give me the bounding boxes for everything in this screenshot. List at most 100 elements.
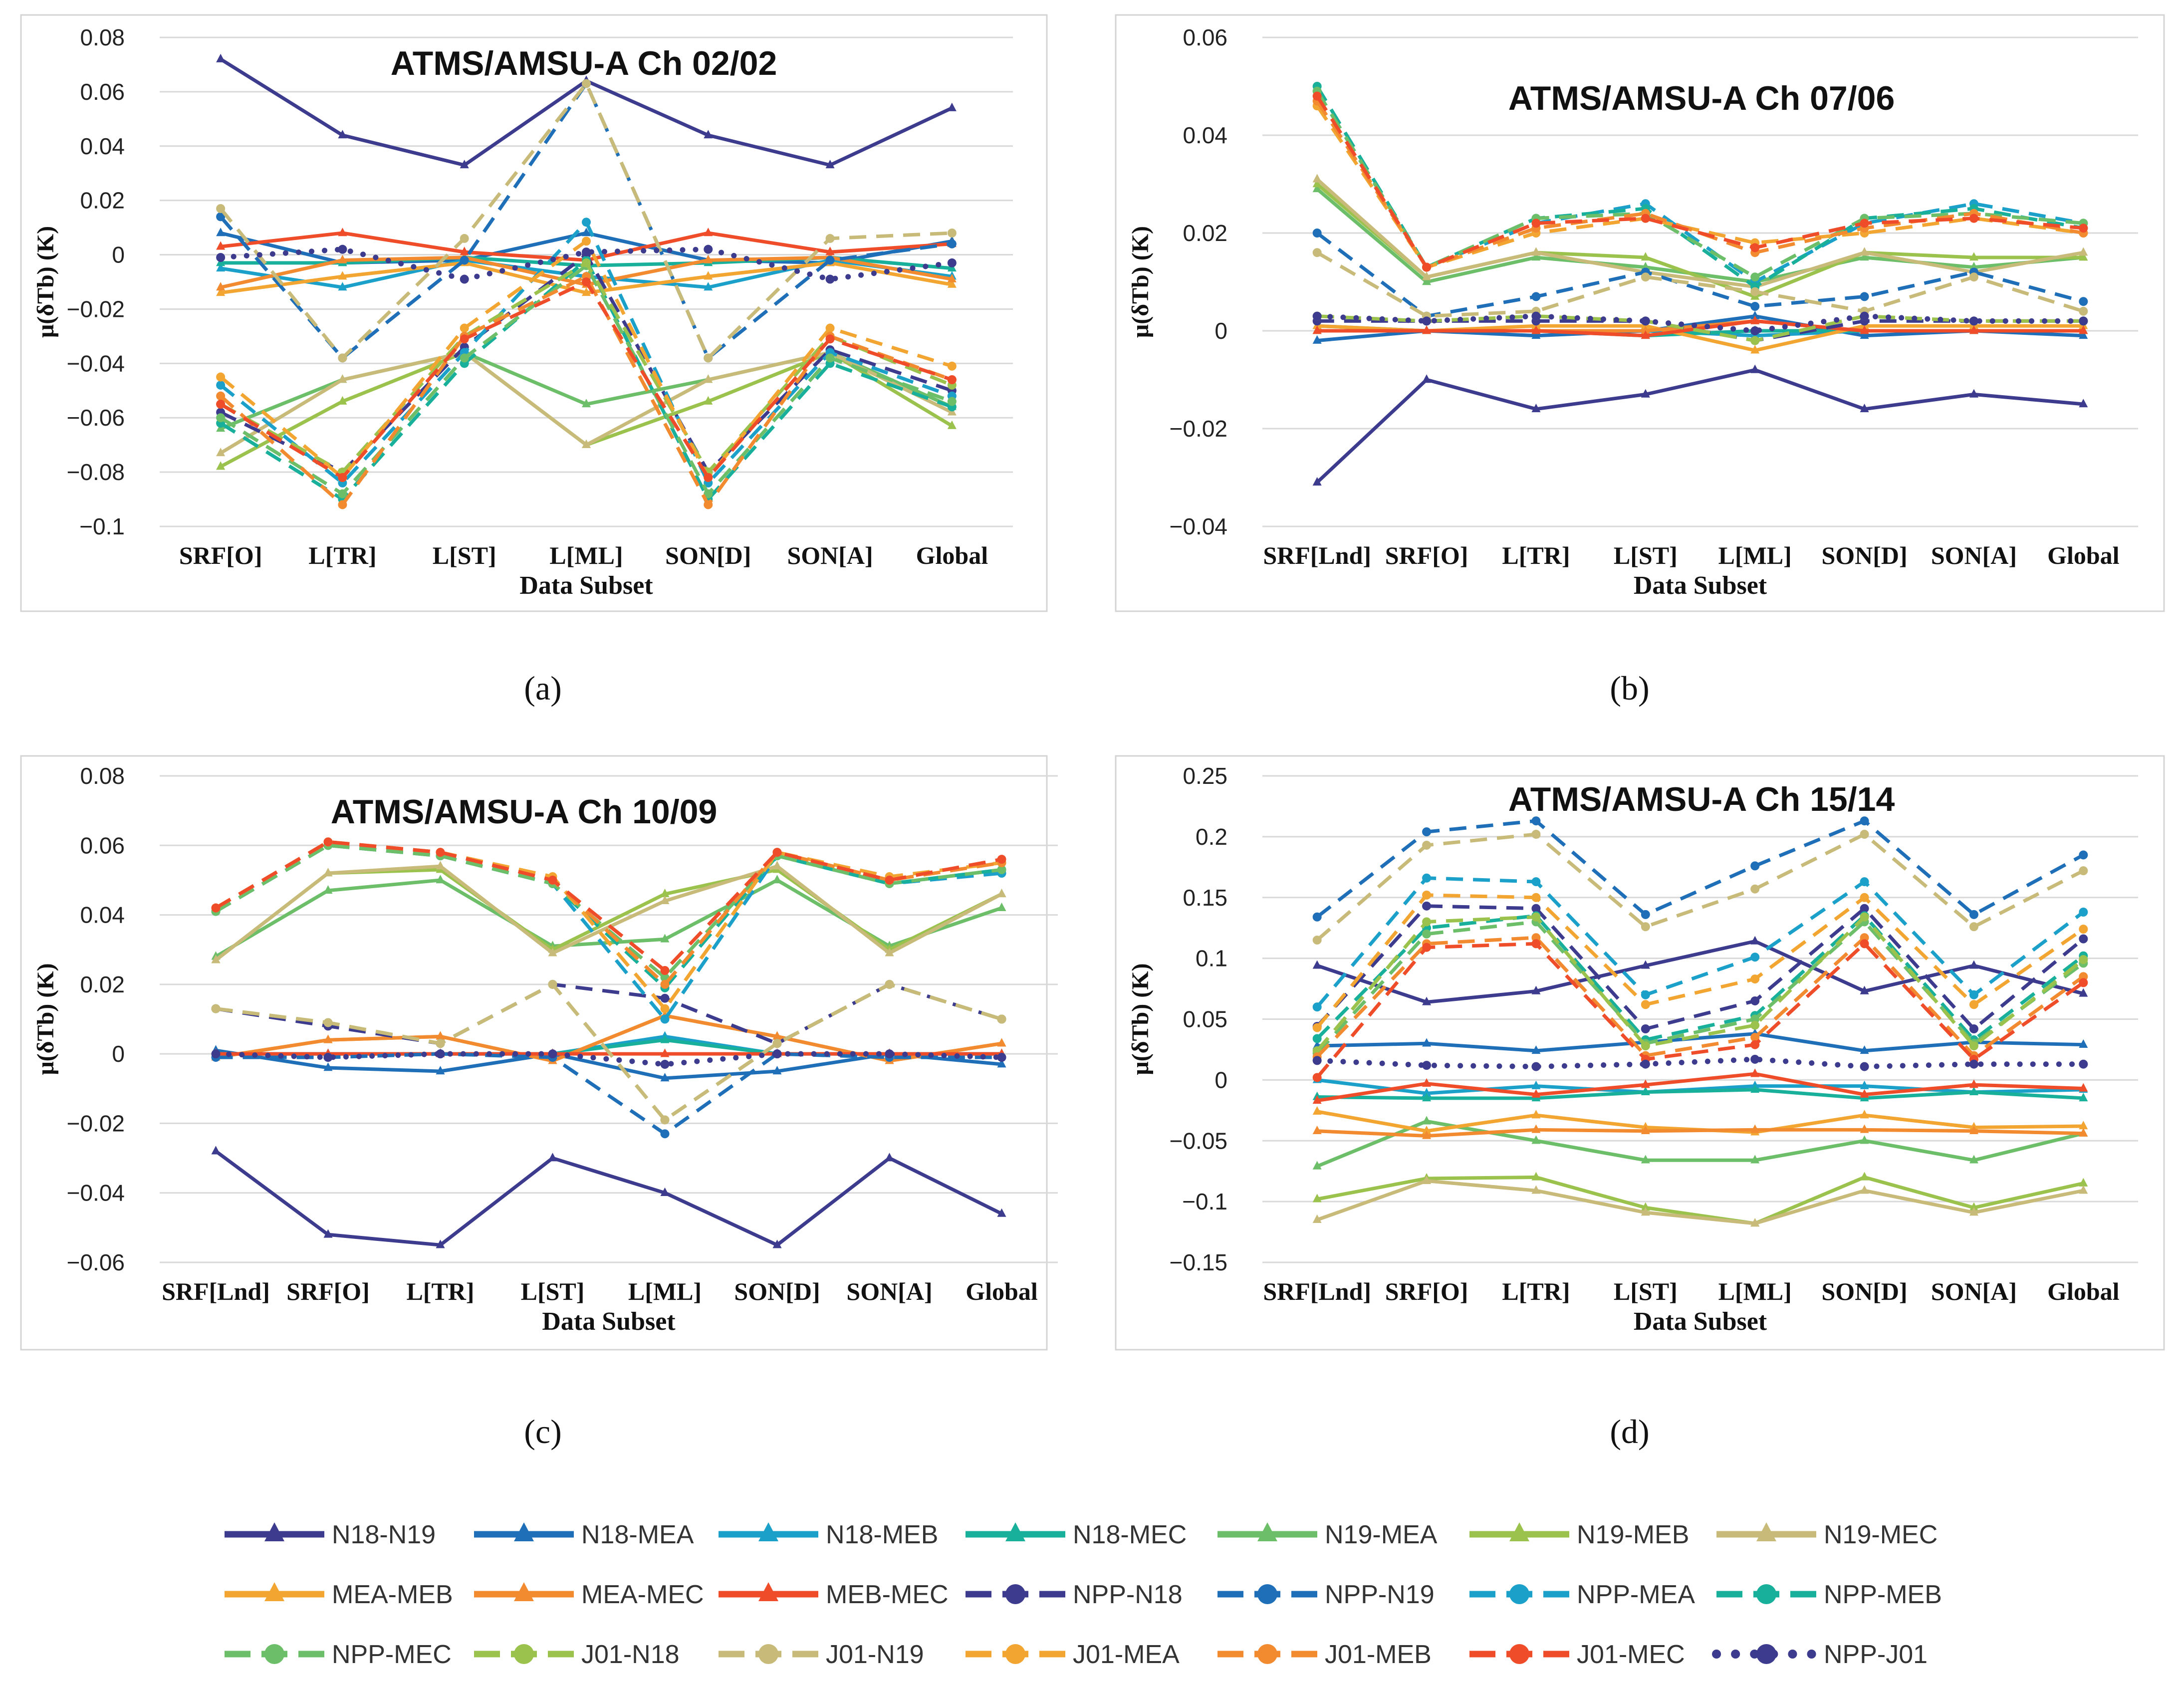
data-point xyxy=(1860,292,1869,301)
data-point xyxy=(436,861,445,870)
data-point xyxy=(211,1146,221,1155)
data-point xyxy=(772,1239,782,1248)
data-point xyxy=(947,239,957,248)
y-tick-label: 0.15 xyxy=(1183,885,1227,911)
data-point xyxy=(1641,325,1650,334)
series-npp-j01 xyxy=(211,1049,1006,1069)
data-point xyxy=(1422,1175,1432,1184)
data-point xyxy=(1860,1089,1869,1098)
data-point xyxy=(211,903,221,913)
data-point xyxy=(772,848,782,857)
legend-marker xyxy=(1509,1644,1529,1664)
x-tick-label: SON[D] xyxy=(1821,541,1907,569)
data-point xyxy=(997,1014,1006,1024)
data-point xyxy=(1422,901,1432,911)
legend-marker xyxy=(758,1522,778,1541)
legend-marker xyxy=(1257,1584,1277,1604)
legend-entry-j01-n19: J01-N19 xyxy=(719,1640,924,1669)
data-point xyxy=(704,473,713,482)
x-tick-label: SRF[O] xyxy=(179,541,262,569)
chart-frame xyxy=(1115,14,2165,612)
data-point xyxy=(1969,1059,1978,1069)
data-point xyxy=(1422,276,1432,285)
series-j01-n19 xyxy=(216,79,957,363)
data-point xyxy=(660,1014,670,1024)
data-point xyxy=(947,420,957,429)
data-point xyxy=(338,374,347,383)
y-tick-label: 0.25 xyxy=(1183,763,1227,789)
data-point xyxy=(1860,985,1869,994)
data-point xyxy=(1312,179,1322,188)
data-point xyxy=(323,1018,333,1027)
legend-label: NPP-N18 xyxy=(1073,1580,1183,1609)
data-point xyxy=(1312,184,1322,193)
data-point xyxy=(1531,404,1541,413)
data-point xyxy=(1750,861,1760,871)
data-point xyxy=(1641,1000,1650,1009)
x-tick-label: Global xyxy=(2047,1277,2120,1305)
data-point xyxy=(1312,1125,1322,1135)
data-point xyxy=(1641,1059,1650,1069)
y-tick-label: 0.08 xyxy=(80,24,125,50)
legend-marker xyxy=(1257,1644,1277,1664)
data-point xyxy=(582,258,591,267)
series-line xyxy=(1316,368,2084,484)
legend-label: J01-MEC xyxy=(1577,1640,1685,1669)
legend-marker xyxy=(1509,1584,1529,1604)
y-tick-label: −0.06 xyxy=(67,405,125,431)
data-point xyxy=(1860,1124,1869,1133)
legend-label: N18-N19 xyxy=(332,1520,436,1549)
x-tick-label: SON[A] xyxy=(787,541,873,569)
data-point xyxy=(1750,1124,1760,1133)
legend-marker xyxy=(264,1582,284,1601)
data-point xyxy=(548,948,557,957)
data-point xyxy=(1531,939,1541,949)
legend-entry-n18-meb: N18-MEB xyxy=(719,1520,938,1549)
data-point xyxy=(1750,1040,1760,1049)
data-point xyxy=(1422,1116,1432,1125)
data-point xyxy=(1860,1185,1869,1194)
data-point xyxy=(1422,316,1432,326)
series-j01-n19 xyxy=(211,979,1006,1125)
legend-entry-npp-n19: NPP-N19 xyxy=(1217,1580,1435,1609)
data-point xyxy=(1641,1041,1650,1051)
legend-label: N18-MEB xyxy=(826,1520,938,1549)
y-tick-label: 0 xyxy=(112,242,125,268)
data-point xyxy=(947,102,957,111)
x-tick-label: SRF[O] xyxy=(1385,1277,1468,1305)
data-point xyxy=(1312,477,1322,486)
data-point xyxy=(216,448,226,457)
data-point xyxy=(1531,816,1541,826)
data-point xyxy=(1422,929,1432,939)
legend-entry-npp-mea: NPP-MEA xyxy=(1469,1580,1695,1609)
y-tick-label: 0.04 xyxy=(1183,122,1227,148)
legend-label: MEA-MEC xyxy=(581,1580,704,1609)
series-j01-mea xyxy=(1312,890,2088,1032)
series-line xyxy=(1317,319,2084,338)
data-point xyxy=(1641,252,1650,261)
legend-marker xyxy=(1509,1522,1529,1541)
data-point xyxy=(216,241,226,250)
series-line xyxy=(1317,1088,2084,1100)
x-tick-label: L[TR] xyxy=(1502,1277,1570,1305)
data-point xyxy=(338,396,347,405)
data-point xyxy=(1422,1093,1432,1102)
x-tick-label: L[ST] xyxy=(1614,1277,1678,1305)
data-point xyxy=(660,934,670,943)
data-point xyxy=(2079,224,2088,233)
data-point xyxy=(1969,1125,1978,1135)
series-j01-mec xyxy=(211,837,1006,975)
series-npp-mec xyxy=(216,261,957,498)
series-line xyxy=(215,840,1002,972)
x-tick-label: SON[A] xyxy=(1931,1277,2017,1305)
x-tick-label: L[ML] xyxy=(1718,1277,1792,1305)
series-line xyxy=(1316,178,2084,289)
data-point xyxy=(1531,1062,1541,1071)
data-point xyxy=(1860,830,1869,839)
chart-panel-c: −0.06 −0.04 −0.02 0 0.02 0.04 0.06 0.08 SRF[Lnd]… xyxy=(20,755,1058,1351)
legend-entry-j01-mec: J01-MEC xyxy=(1469,1640,1685,1669)
chart-panel-a: −0.1 −0.08 −0.06 −0.04 −0.02 0 0.02 0.04 0.06 0.0… xyxy=(20,14,1048,612)
data-point xyxy=(2079,850,2088,860)
series-n19-mec xyxy=(1312,1175,2088,1227)
data-point xyxy=(216,253,226,262)
